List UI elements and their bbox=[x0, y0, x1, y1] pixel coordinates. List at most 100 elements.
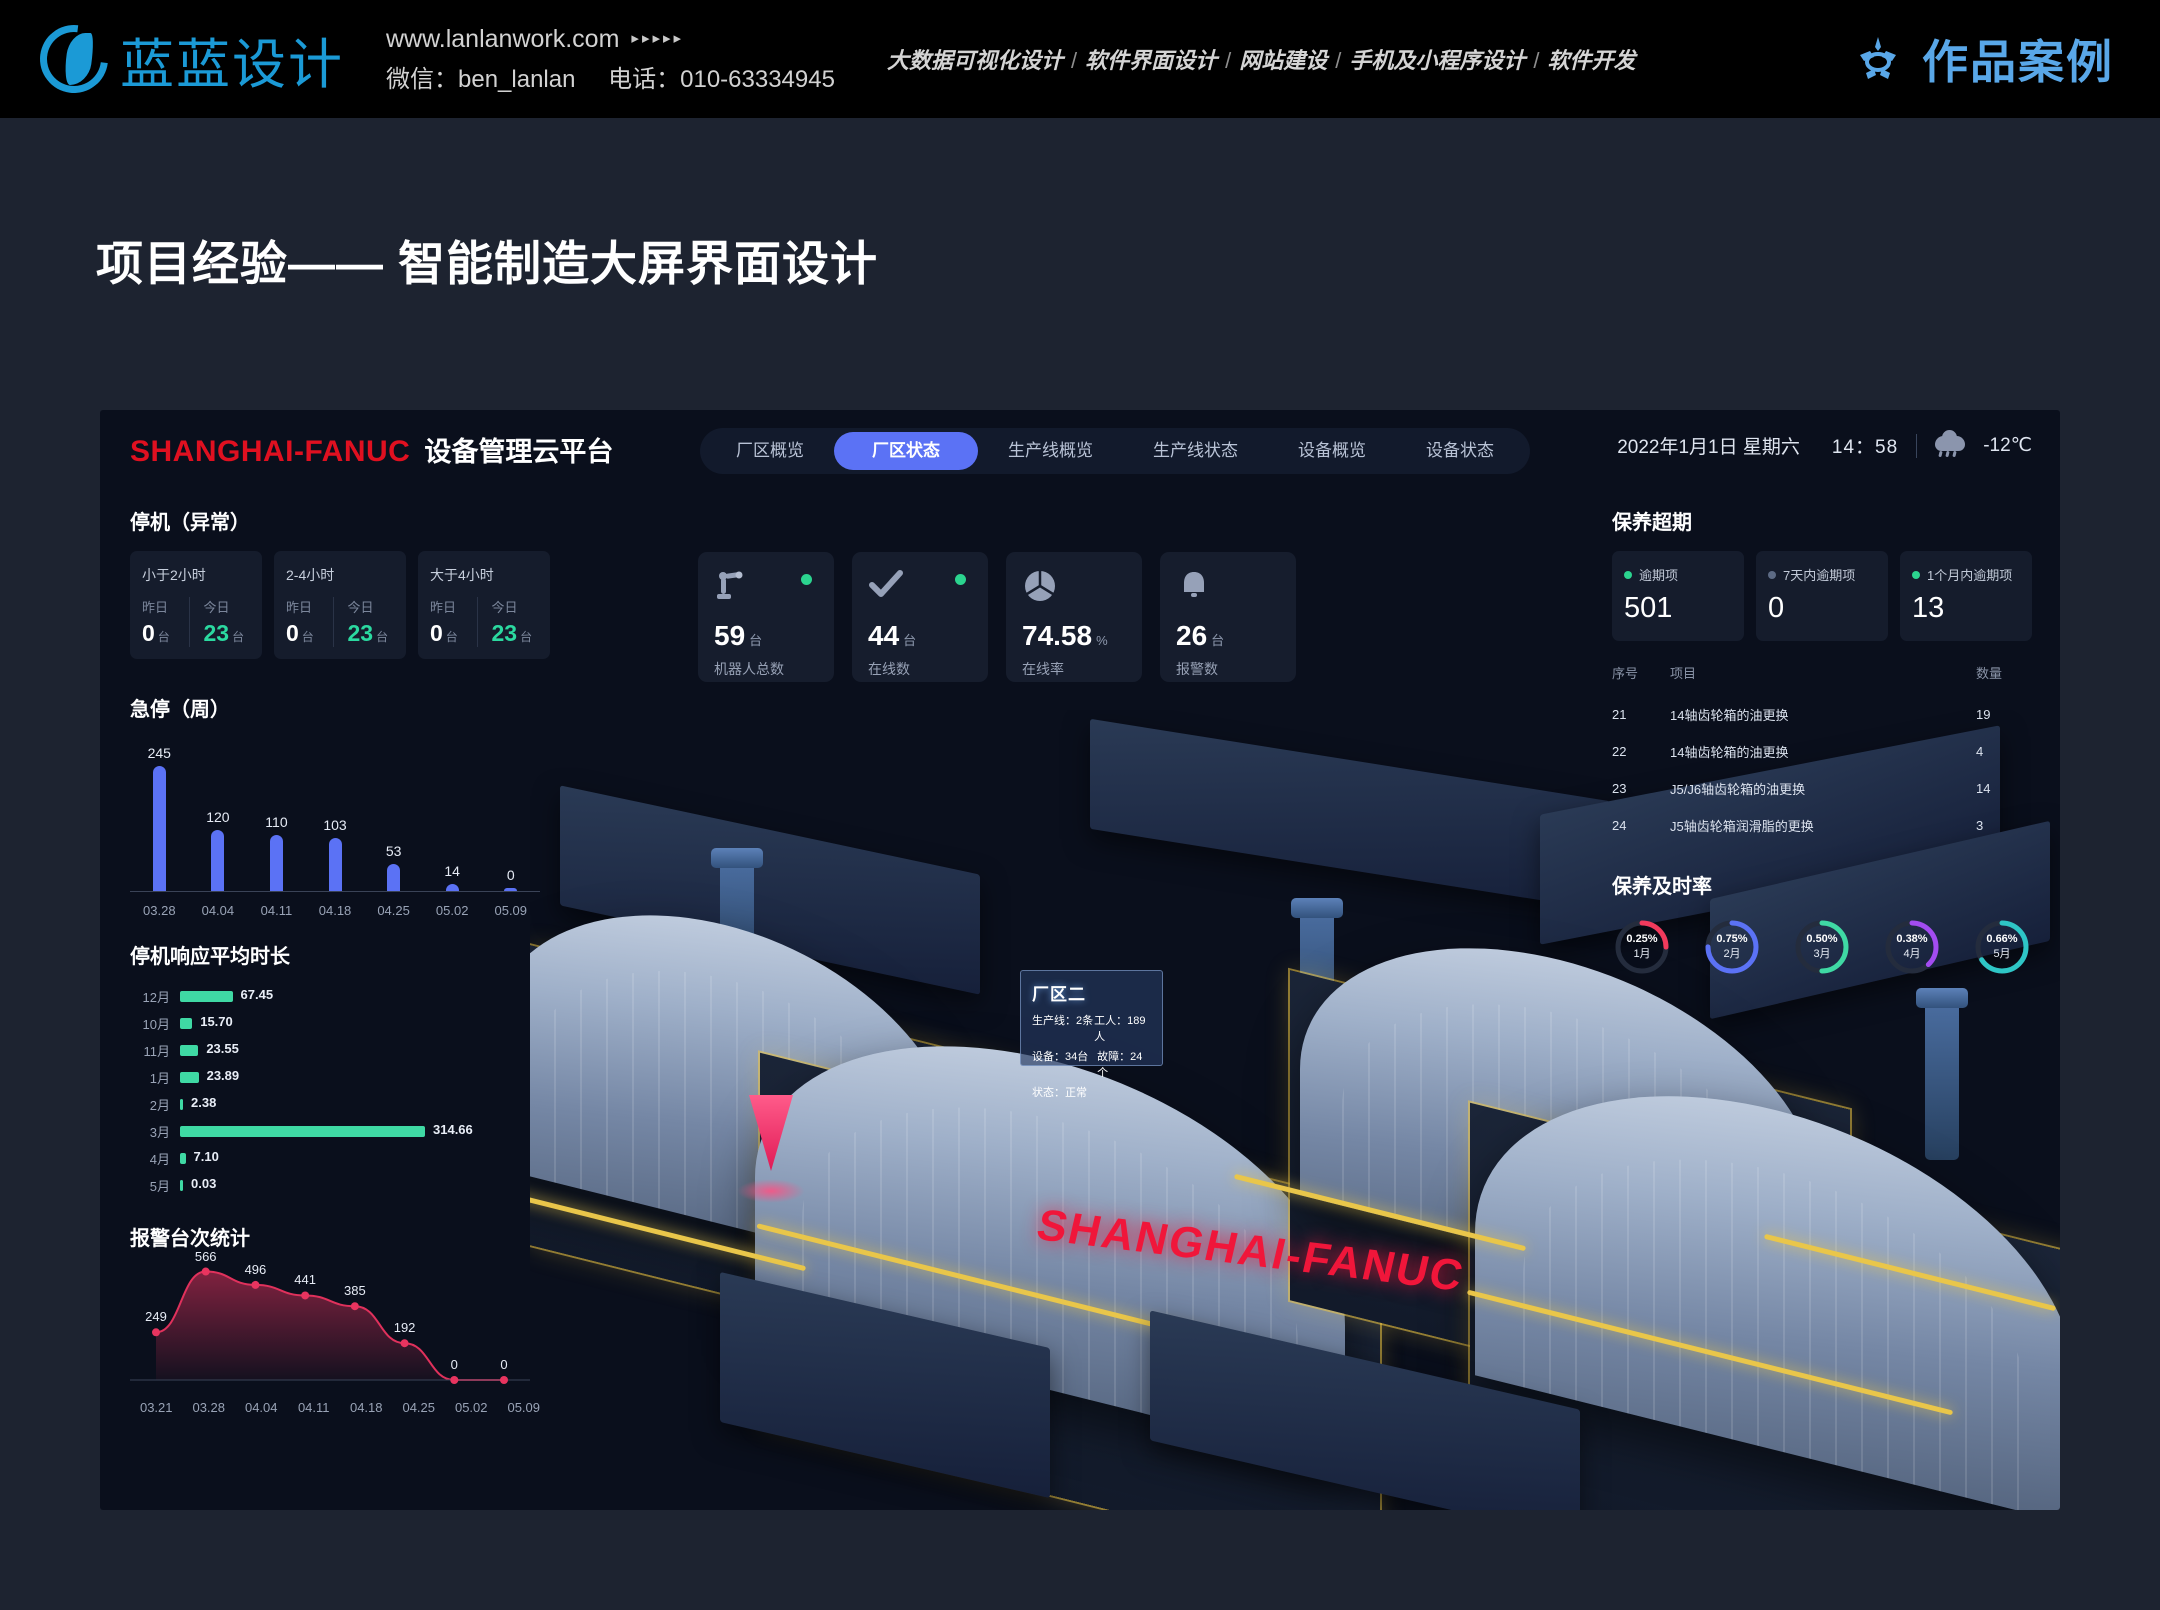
unit: 台 bbox=[520, 630, 533, 644]
table-row[interactable]: 21 14轴齿轮箱的油更换 19 bbox=[1612, 696, 2032, 733]
hbar-value-label: 2.38 bbox=[191, 1094, 217, 1110]
hbar-fill bbox=[180, 1179, 183, 1191]
x-tick-label: 04.11 bbox=[260, 903, 293, 918]
hbar-category: 11月 bbox=[143, 1043, 171, 1059]
donut-percent: 0.38% bbox=[1896, 933, 1928, 945]
maintenance-donut[interactable]: 0.50% 3月 bbox=[1792, 917, 1852, 977]
hbar-category: 4月 bbox=[149, 1151, 170, 1167]
bar-column: 103 bbox=[306, 759, 365, 891]
header-status: 2022年1月1日 星期六 14：58 -12℃ bbox=[1617, 429, 2032, 459]
nav-tabs[interactable]: 厂区概览 厂区状态 生产线概览 生产线状态 设备概览 设备状态 bbox=[700, 428, 1530, 474]
kpi-unit: 台 bbox=[1211, 633, 1225, 648]
site-brand-bar: 蓝蓝设计 www.lanlanwork.com ▸▸▸▸▸ 微信：ben_lan… bbox=[0, 0, 2160, 118]
kpi-robot-total[interactable]: 59 台 机器人总数 bbox=[698, 552, 834, 682]
bar-column: 53 bbox=[364, 759, 423, 891]
page-title: 项目经验—— 智能制造大屏界面设计 bbox=[96, 237, 879, 290]
tab-plant-status[interactable]: 厂区状态 bbox=[834, 432, 978, 470]
hbar-fill bbox=[180, 1044, 199, 1056]
tooltip-row-key: 生产线：2条 bbox=[1032, 1015, 1094, 1027]
kpi-unit: 台 bbox=[903, 633, 917, 648]
tab-line-overview[interactable]: 生产线概览 bbox=[1008, 441, 1093, 460]
tab-line-status[interactable]: 生产线状态 bbox=[1153, 441, 1238, 460]
maintenance-donut[interactable]: 0.38% 4月 bbox=[1882, 917, 1942, 977]
yesterday-value: 0 bbox=[142, 620, 155, 646]
kpi-online-rate[interactable]: 74.58% 在线率 bbox=[1006, 552, 1142, 682]
cell-qty: 3 bbox=[1976, 818, 1984, 833]
area-chart-svg bbox=[130, 1267, 530, 1384]
hbar-value-label: 23.89 bbox=[206, 1067, 240, 1083]
x-tick-label: 04.18 bbox=[349, 1400, 383, 1415]
response-hbar-chart: 12月 67.45 10月 15.70 11月 23.55 1月 23.89 2月 2.38 3月 3… bbox=[130, 985, 550, 1196]
today-value: 23 bbox=[347, 620, 374, 646]
kpi-value: 74.58 bbox=[1022, 620, 1093, 651]
hbar-fill bbox=[180, 1098, 183, 1110]
tab-device-status[interactable]: 设备状态 bbox=[1426, 441, 1494, 460]
overdue-card-overdue[interactable]: 逾期项 501 bbox=[1612, 551, 1744, 641]
x-tick-label: 03.28 bbox=[143, 903, 176, 918]
hbar-track: 23.89 bbox=[180, 1068, 550, 1083]
donut-percent: 0.75% bbox=[1716, 933, 1748, 945]
hbar-fill bbox=[180, 990, 233, 1002]
bar-value-label: 14 bbox=[444, 862, 460, 879]
pie-icon bbox=[1022, 568, 1126, 608]
kpi-alarm-count[interactable]: 26 台 报警数 bbox=[1160, 552, 1296, 682]
dashboard-screenshot: SHANGHAI-FANUC 厂区二 生产线：2条 工人：189人 设备：34台故… bbox=[100, 410, 2060, 1510]
hbar-value-label: 314.66 bbox=[433, 1121, 473, 1137]
kpi-caption: 机器人总数 bbox=[714, 661, 784, 677]
donut-percent: 0.66% bbox=[1986, 933, 2018, 945]
card-label: 大于4小时 bbox=[430, 567, 494, 583]
tab-device-overview[interactable]: 设备概览 bbox=[1298, 441, 1366, 460]
x-tick-label: 05.02 bbox=[435, 903, 469, 918]
tab-plant-overview[interactable]: 厂区概览 bbox=[736, 441, 804, 460]
table-row[interactable]: 24 J5轴齿轮箱润滑脂的更换 3 bbox=[1612, 807, 2032, 844]
dashboard-header: SHANGHAI-FANUC 设备管理云平台 厂区概览 厂区状态 生产线概览 生… bbox=[100, 410, 2060, 488]
unit: 台 bbox=[376, 630, 389, 644]
overdue-card-7days[interactable]: 7天内逾期项 0 bbox=[1756, 551, 1888, 641]
status-dot bbox=[1768, 570, 1776, 579]
logo[interactable]: 蓝蓝设计 bbox=[26, 11, 344, 107]
alarm-area-chart: 03.21 03.28 04.04 04.11 04.18 04.25 05.02 05.09… bbox=[130, 1249, 550, 1415]
card-label: 1个月内逾期项 bbox=[1927, 568, 2013, 583]
location-beacon-icon[interactable] bbox=[737, 1095, 805, 1215]
col-header-no: 序号 bbox=[1612, 666, 1639, 681]
case-label: 作品案例 bbox=[1922, 36, 2114, 88]
donut-month: 4月 bbox=[1903, 948, 1921, 960]
downtime-title: 停机（异常） bbox=[130, 512, 250, 534]
service-item: 大数据可视化设计 bbox=[886, 48, 1063, 73]
x-tick-label: 05.09 bbox=[507, 1400, 541, 1415]
divider bbox=[1916, 433, 1918, 458]
factory-3d-scene[interactable]: SHANGHAI-FANUC 厂区二 生产线：2条 工人：189人 设备：34台故… bbox=[530, 710, 2060, 1510]
data-point bbox=[450, 1376, 459, 1384]
hbar-fill bbox=[180, 1017, 193, 1029]
data-point bbox=[152, 1328, 160, 1337]
card-label: 逾期项 bbox=[1639, 568, 1679, 583]
service-item: 网站建设 bbox=[1239, 48, 1328, 73]
x-tick-label: 04.25 bbox=[377, 903, 410, 918]
maintenance-donut[interactable]: 0.75% 2月 bbox=[1702, 917, 1762, 977]
donut-percent: 0.25% bbox=[1626, 933, 1658, 945]
bell-icon bbox=[1176, 568, 1280, 608]
current-time: 14：58 bbox=[1831, 437, 1899, 458]
donut-month: 5月 bbox=[1993, 948, 2011, 960]
kpi-online-count[interactable]: 44 台 在线数 bbox=[852, 552, 988, 682]
maintenance-donut[interactable]: 0.66% 5月 bbox=[1972, 917, 2032, 977]
donut-ring bbox=[1975, 920, 2029, 974]
hbar-fill bbox=[180, 1152, 186, 1164]
bar bbox=[152, 766, 166, 891]
wechat-text: 微信：ben_lanlan bbox=[386, 65, 576, 93]
maintenance-rate-title: 保养及时率 bbox=[1612, 876, 1712, 898]
kpi-caption: 在线数 bbox=[868, 661, 910, 677]
unit: 台 bbox=[301, 630, 314, 644]
case-badge: 作品案例 bbox=[1850, 26, 2114, 92]
table-row[interactable]: 23 J5/J6轴齿轮箱的油更换 14 bbox=[1612, 770, 2032, 807]
hbar-row: 11月 23.55 bbox=[130, 1039, 550, 1061]
overdue-card-1month[interactable]: 1个月内逾期项 13 bbox=[1900, 551, 2032, 641]
status-dot bbox=[955, 574, 966, 585]
data-point-label: 0 bbox=[450, 1357, 458, 1372]
maintenance-donut[interactable]: 0.25% 1月 bbox=[1612, 917, 1672, 977]
table-row[interactable]: 22 14轴齿轮箱的油更换 4 bbox=[1612, 733, 2032, 770]
hbar-category: 10月 bbox=[142, 1016, 170, 1032]
